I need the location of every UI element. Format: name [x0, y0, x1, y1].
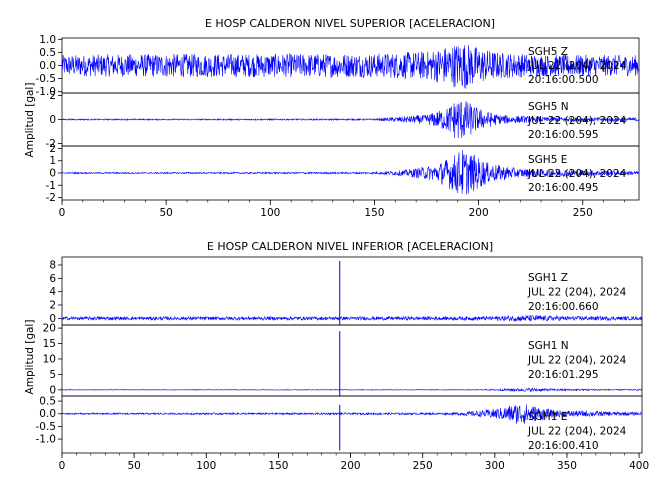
y-tick-label: 0.5: [39, 396, 56, 408]
y-tick-label: -1: [46, 180, 56, 192]
y-tick-label: 1.0: [39, 34, 56, 46]
y-tick-label: 0: [49, 384, 56, 396]
x-tick-label: 200: [469, 207, 489, 219]
y-tick-label: 2: [49, 90, 56, 102]
y-tick-label: 0.5: [39, 47, 56, 59]
y-tick-label: -0.5: [36, 73, 57, 85]
x-tick-label: 250: [573, 207, 593, 219]
waveform-trace: [62, 387, 642, 393]
station-label: SGH5 E: [528, 154, 567, 166]
top-panel-title: E HOSP CALDERON NIVEL SUPERIOR [ACELERAC…: [205, 17, 495, 30]
x-tick-label: 400: [629, 460, 649, 472]
y-tick-label: 15: [43, 338, 56, 350]
x-tick-label: 0: [59, 207, 66, 219]
trace-frame: [61, 395, 643, 454]
x-tick-label: 300: [485, 460, 505, 472]
y-tick-label: 2: [49, 300, 56, 312]
y-tick-label: 10: [43, 353, 56, 365]
x-tick-label: 0: [59, 460, 66, 472]
time-label: 20:16:01.295: [528, 369, 599, 381]
time-label: 20:16:00.410: [528, 440, 599, 452]
waveform-trace: [62, 150, 639, 195]
y-tick-label: 8: [49, 260, 56, 272]
bottom-panel-title: E HOSP CALDERON NIVEL INFERIOR [ACELERAC…: [207, 240, 493, 253]
y-tick-label: 0: [49, 313, 56, 325]
x-tick-label: 150: [268, 460, 288, 472]
y-tick-label: 5: [49, 369, 56, 381]
date-label: JUL 22 (204), 2024: [527, 115, 627, 127]
x-tick-label: 200: [341, 460, 361, 472]
station-label: SGH5 N: [528, 101, 569, 113]
y-tick-label: 20: [43, 323, 56, 335]
bottom-panel: E HOSP CALDERON NIVEL INFERIOR [ACELERAC…: [24, 240, 649, 472]
top-panel-ylabel: Amplitud [gal]: [24, 83, 36, 158]
station-label: SGH5 Z: [528, 46, 568, 58]
y-tick-label: 0.0: [39, 60, 56, 72]
x-tick-label: 50: [127, 460, 140, 472]
y-tick-label: 4: [49, 286, 56, 298]
date-label: JUL 22 (204), 2024: [527, 60, 627, 72]
x-tick-label: 100: [196, 460, 216, 472]
date-label: JUL 22 (204), 2024: [527, 168, 627, 180]
waveform-trace: [62, 404, 642, 424]
station-label: SGH1 N: [528, 340, 569, 352]
y-tick-label: -0.5: [36, 421, 57, 433]
x-tick-label: 250: [413, 460, 433, 472]
waveform-trace: [62, 314, 642, 323]
y-tick-label: -2: [46, 138, 56, 150]
station-label: SGH1 E: [528, 411, 567, 423]
top-panel: E HOSP CALDERON NIVEL SUPERIOR [ACELERAC…: [24, 17, 640, 219]
y-tick-label: 0.0: [39, 408, 56, 420]
time-label: 20:16:00.660: [528, 301, 599, 313]
time-label: 20:16:00.595: [528, 129, 599, 141]
date-label: JUL 22 (204), 2024: [527, 355, 627, 367]
y-tick-label: 0: [49, 168, 56, 180]
waveform-trace: [62, 44, 639, 89]
time-label: 20:16:00.495: [528, 182, 599, 194]
date-label: JUL 22 (204), 2024: [527, 287, 627, 299]
y-tick-label: 0: [49, 114, 56, 126]
y-tick-label: 2: [49, 143, 56, 155]
y-tick-label: 1: [49, 155, 56, 167]
y-tick-label: -1.0: [36, 434, 57, 446]
x-tick-label: 150: [364, 207, 384, 219]
x-tick-label: 50: [159, 207, 172, 219]
waveform-trace: [62, 101, 639, 139]
x-tick-label: 100: [260, 207, 280, 219]
date-label: JUL 22 (204), 2024: [527, 426, 627, 438]
x-tick-label: 350: [557, 460, 577, 472]
station-label: SGH1 Z: [528, 272, 568, 284]
bottom-panel-ylabel: Amplitud [gal]: [24, 320, 36, 395]
time-label: 20:16:00.500: [528, 74, 599, 86]
y-tick-label: -1.0: [36, 86, 57, 98]
y-tick-label: 6: [49, 273, 56, 285]
y-tick-label: -2: [46, 192, 56, 204]
